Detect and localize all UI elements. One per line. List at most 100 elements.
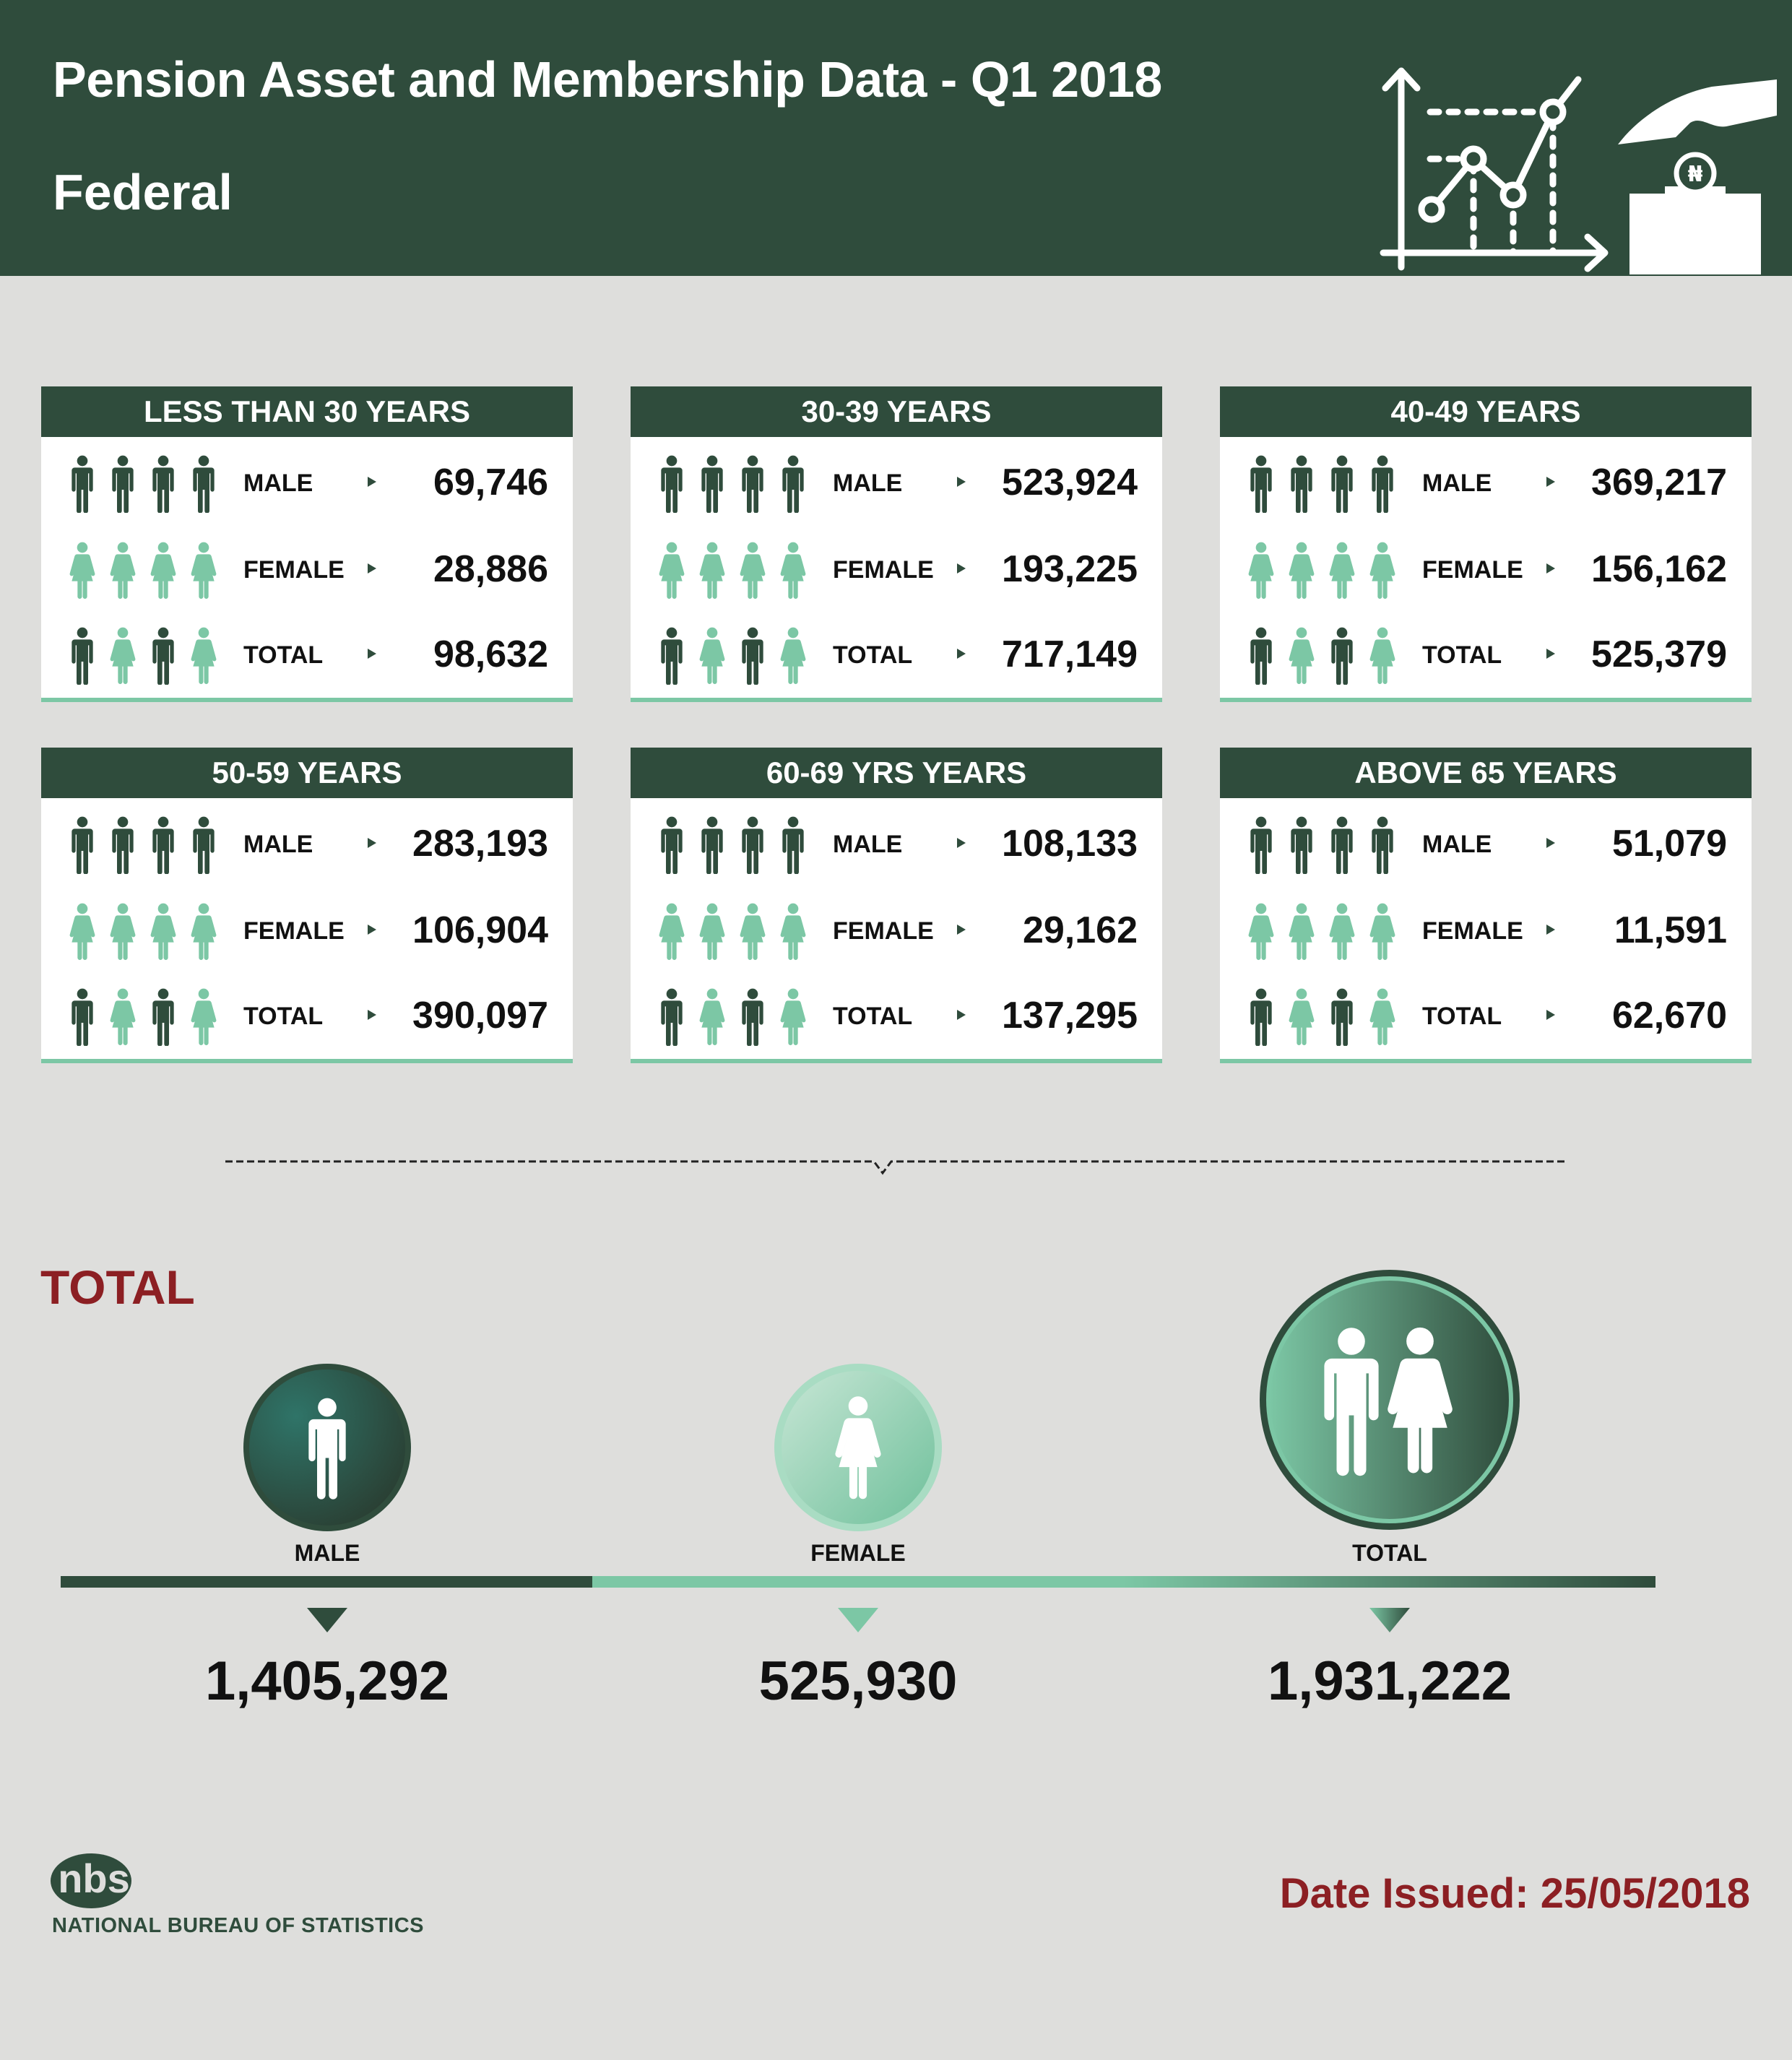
age-group-row-female: FEMALE 193,225	[631, 535, 1162, 607]
male-label: MALE	[243, 831, 313, 858]
man-icon	[72, 988, 93, 1046]
female-pointer-icon	[838, 1608, 878, 1632]
woman-icon	[110, 988, 136, 1046]
total-value: 98,632	[433, 633, 548, 675]
male-figures	[1247, 809, 1406, 881]
man-icon	[72, 455, 93, 513]
male-total-label: MALE	[294, 1540, 360, 1566]
arrow-right-icon	[368, 477, 376, 487]
age-group-title: 50-59 YEARS	[41, 748, 573, 798]
age-group-row-female: FEMALE 156,162	[1220, 535, 1752, 607]
female-figures	[658, 535, 817, 607]
age-group-row-female: FEMALE 106,904	[41, 896, 573, 968]
female-total-label: FEMALE	[810, 1540, 906, 1566]
female-value: 193,225	[1002, 548, 1138, 590]
male-figures	[1247, 448, 1406, 520]
woman-icon	[780, 542, 806, 600]
male-label: MALE	[833, 469, 903, 497]
arrow-right-icon	[957, 925, 966, 935]
man-icon	[152, 816, 174, 874]
female-figures	[1247, 535, 1406, 607]
female-label: FEMALE	[833, 917, 934, 945]
total-figures	[658, 620, 817, 692]
man-icon	[742, 988, 763, 1046]
man-icon	[1250, 455, 1272, 513]
dashed-divider	[225, 1160, 1567, 1175]
woman-icon	[69, 542, 95, 600]
man-icon	[1250, 627, 1272, 685]
man-icon	[112, 816, 134, 874]
arrow-right-icon	[957, 1010, 966, 1020]
man-icon	[1331, 816, 1353, 874]
nbs-logo: nbs	[51, 1853, 131, 1908]
woman-icon	[191, 903, 217, 961]
woman-icon	[1289, 542, 1315, 600]
total-value: 62,670	[1611, 995, 1727, 1037]
woman-icon	[699, 627, 725, 685]
total-figures	[1247, 981, 1406, 1053]
total-label: TOTAL	[1422, 641, 1502, 669]
age-group-card: LESS THAN 30 YEARS MALE 69,746 FEMALE 28,886…	[41, 386, 573, 702]
age-group-card: 30-39 YEARS MALE 523,924 FEMALE 193,225 TOTAL…	[631, 386, 1162, 702]
age-group-row-male: MALE 108,133	[631, 809, 1162, 881]
woman-icon	[191, 542, 217, 600]
man-icon	[1372, 816, 1393, 874]
female-bar-segment	[592, 1576, 1124, 1588]
arrow-right-icon	[957, 477, 966, 487]
man-icon	[742, 627, 763, 685]
age-group-row-total: TOTAL 98,632	[41, 620, 573, 692]
woman-icon	[1289, 988, 1315, 1046]
hand-coin-box-icon: ₦	[1618, 79, 1777, 274]
age-group-title: LESS THAN 30 YEARS	[41, 386, 573, 437]
man-icon	[1372, 455, 1393, 513]
woman-icon	[191, 988, 217, 1046]
organization-name: NATIONAL BUREAU OF STATISTICS	[52, 1914, 425, 1937]
total-figures	[1247, 620, 1406, 692]
arrow-right-icon	[957, 563, 966, 574]
arrow-right-icon	[1546, 563, 1555, 574]
man-icon	[1250, 816, 1272, 874]
man-icon	[1291, 455, 1312, 513]
age-group-row-male: MALE 283,193	[41, 809, 573, 881]
man-icon	[152, 988, 174, 1046]
man-icon	[72, 816, 93, 874]
female-value: 29,162	[1022, 909, 1138, 951]
male-label: MALE	[1422, 831, 1492, 858]
svg-text:nbs: nbs	[58, 1856, 130, 1901]
total-label: TOTAL	[243, 1003, 324, 1030]
man-icon	[1291, 816, 1312, 874]
page-subtitle: Federal	[53, 164, 233, 220]
arrow-right-icon	[368, 925, 376, 935]
arrow-right-icon	[957, 649, 966, 659]
total-label: TOTAL	[833, 1003, 913, 1030]
male-label: MALE	[243, 469, 313, 497]
male-value: 51,079	[1611, 823, 1727, 865]
male-value: 69,746	[433, 462, 548, 503]
female-figures	[1247, 896, 1406, 968]
arrow-right-icon	[1546, 838, 1555, 848]
total-figures	[658, 981, 817, 1053]
overall-total-value: 1,931,222	[1267, 1650, 1512, 1712]
woman-icon	[1289, 627, 1315, 685]
total-value: 390,097	[412, 995, 548, 1037]
age-group-row-male: MALE 51,079	[1220, 809, 1752, 881]
female-value: 11,591	[1614, 909, 1727, 951]
overall-total-label: TOTAL	[1352, 1540, 1427, 1566]
male-value: 108,133	[1002, 823, 1138, 865]
woman-icon	[150, 903, 176, 961]
man-icon	[701, 455, 723, 513]
total-value: 717,149	[1002, 633, 1138, 675]
male-figures	[69, 448, 228, 520]
total-value: 525,379	[1591, 633, 1727, 675]
man-icon	[661, 455, 683, 513]
female-label: FEMALE	[243, 917, 345, 945]
header-banner: Pension Asset and Membership Data - Q1 2…	[0, 0, 1792, 276]
man-icon	[1331, 988, 1353, 1046]
age-group-title: 30-39 YEARS	[631, 386, 1162, 437]
total-label: TOTAL	[833, 641, 913, 669]
svg-text:₦: ₦	[1688, 162, 1703, 187]
age-group-card: 50-59 YEARS MALE 283,193 FEMALE 106,904 TOTAL…	[41, 748, 573, 1063]
man-icon	[72, 627, 93, 685]
arrow-right-icon	[1546, 925, 1555, 935]
age-group-card: ABOVE 65 YEARS MALE 51,079 FEMALE 11,591 TOTA…	[1220, 748, 1752, 1063]
